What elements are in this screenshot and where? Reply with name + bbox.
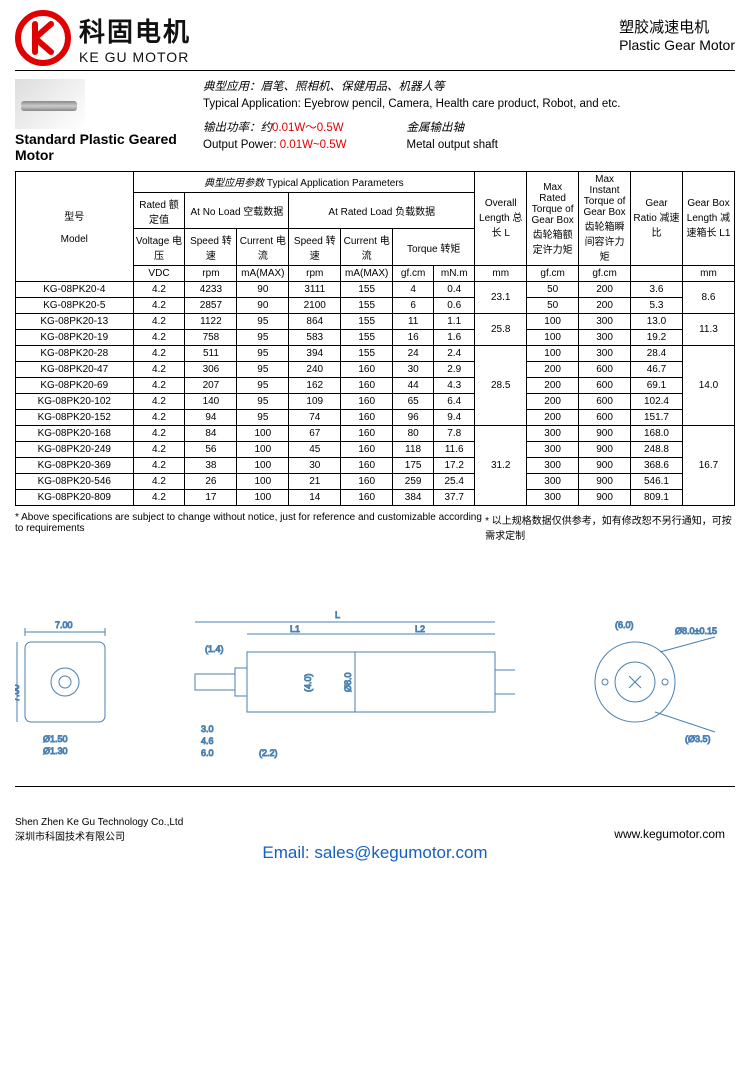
th-model: 型号Model bbox=[16, 172, 134, 282]
application-cn: 典型应用：眉笔、照相机、保健用品、机器人等 bbox=[203, 79, 735, 96]
svg-text:(6.0): (6.0) bbox=[615, 620, 634, 630]
u-gfcm2: gf.cm bbox=[527, 266, 579, 282]
th-ratio: Gear Ratio 减速比 bbox=[631, 172, 683, 266]
table-row: KG-08PK20-194.275895583155161.610030019.… bbox=[16, 330, 735, 346]
svg-text:4.6: 4.6 bbox=[201, 736, 214, 746]
table-row: KG-08PK20-694.220795162160444.320060069.… bbox=[16, 378, 735, 394]
power-cn-val: 0.01W～0.5W bbox=[272, 122, 344, 134]
u-vdc: VDC bbox=[133, 266, 185, 282]
svg-text:L1: L1 bbox=[290, 624, 300, 634]
product-thumb bbox=[15, 79, 85, 129]
th-torque: Torque 转矩 bbox=[393, 229, 475, 266]
brand-en: KE GU MOTOR bbox=[79, 49, 191, 65]
note-cn: * 以上规格数据仅供参考，如有修改恕不另行通知，可按需求定制 bbox=[485, 512, 735, 542]
note-en: * Above specifications are subject to ch… bbox=[15, 512, 485, 542]
table-row: KG-08PK20-2494.2561004516011811.63009002… bbox=[16, 442, 735, 458]
email-link[interactable]: sales@kegumotor.com bbox=[314, 843, 487, 862]
svg-text:7.00: 7.00 bbox=[55, 620, 73, 630]
svg-text:Ø8.0±0.15: Ø8.0±0.15 bbox=[675, 626, 717, 636]
table-row: KG-08PK20-1024.214095109160656.420060010… bbox=[16, 394, 735, 410]
svg-text:L2: L2 bbox=[415, 624, 425, 634]
th-noload: At No Load 空载数据 bbox=[185, 192, 289, 229]
svg-text:L: L bbox=[335, 610, 340, 620]
divider bbox=[15, 70, 735, 71]
svg-text:Ø1.30: Ø1.30 bbox=[43, 746, 68, 756]
shaft-en: Metal output shaft bbox=[407, 137, 498, 154]
divider-bottom bbox=[15, 786, 735, 787]
header: 科固电机 KE GU MOTOR 塑胶减速电机 Plastic Gear Mot… bbox=[15, 10, 735, 66]
u-mm2: mm bbox=[682, 266, 734, 282]
footer: Shen Zhen Ke Gu Technology Co.,Ltd 深圳市科固… bbox=[15, 817, 735, 863]
brand-cn: 科固电机 bbox=[79, 12, 191, 49]
th-gblen: Gear Box Length 减速箱长 L1 bbox=[682, 172, 734, 266]
th-len: Overall Length 总长 L bbox=[475, 172, 527, 266]
table-row: KG-08PK20-474.230695240160302.920060046.… bbox=[16, 362, 735, 378]
th-current: Current 电流 bbox=[237, 229, 289, 266]
th-ratedload: At Rated Load 负载数据 bbox=[289, 192, 475, 229]
u-gfcm: gf.cm bbox=[393, 266, 434, 282]
table-row: KG-08PK20-1684.28410067160807.831.230090… bbox=[16, 426, 735, 442]
power-en-label: Output Power: bbox=[203, 139, 280, 151]
u-gfcm3: gf.cm bbox=[579, 266, 631, 282]
spec-table: 型号Model 典型应用参数 Typical Application Param… bbox=[15, 171, 735, 506]
email-label: Email: bbox=[262, 843, 314, 862]
category-en: Plastic Gear Motor bbox=[619, 37, 735, 53]
u-rpm2: rpm bbox=[289, 266, 341, 282]
svg-text:7.00: 7.00 bbox=[15, 684, 21, 702]
u-ma2: mA(MAX) bbox=[341, 266, 393, 282]
svg-text:(Ø3.5): (Ø3.5) bbox=[685, 734, 711, 744]
u-mm: mm bbox=[475, 266, 527, 282]
svg-text:Ø8.0: Ø8.0 bbox=[343, 672, 353, 692]
website-link[interactable]: www.kegumotor.com bbox=[614, 827, 725, 841]
table-row: KG-08PK20-54.2285790210015560.6502005.3 bbox=[16, 298, 735, 314]
th-current2: Current 电流 bbox=[341, 229, 393, 266]
th-speed2: Speed 转速 bbox=[289, 229, 341, 266]
svg-text:(2.2): (2.2) bbox=[259, 748, 278, 758]
category: 塑胶减速电机 Plastic Gear Motor bbox=[619, 10, 735, 53]
footnote: * Above specifications are subject to ch… bbox=[15, 512, 735, 542]
power-en-val: 0.01W~0.5W bbox=[280, 139, 347, 151]
table-row: KG-08PK20-284.251195394155242.428.510030… bbox=[16, 346, 735, 362]
th-voltage: Voltage 电压 bbox=[133, 229, 185, 266]
table-row: KG-08PK20-8094.2171001416038437.73009008… bbox=[16, 490, 735, 506]
category-cn: 塑胶减速电机 bbox=[619, 16, 735, 37]
svg-text:3.0: 3.0 bbox=[201, 724, 214, 734]
th-speed: Speed 转速 bbox=[185, 229, 237, 266]
application-en: Typical Application: Eyebrow pencil, Cam… bbox=[203, 96, 735, 113]
table-row: KG-08PK20-5464.2261002116025925.43009005… bbox=[16, 474, 735, 490]
u-rpm: rpm bbox=[185, 266, 237, 282]
logo-block: 科固电机 KE GU MOTOR bbox=[15, 10, 191, 66]
th-rated: Rated 额定值 bbox=[133, 192, 185, 229]
th-params: 典型应用参数 Typical Application Parameters bbox=[133, 172, 475, 193]
svg-text:Ø1.50: Ø1.50 bbox=[43, 734, 68, 744]
tech-drawings: 7.00 7.00 Ø1.50 Ø1.30 L L1 L2 (1.4) 3.0 … bbox=[15, 582, 735, 782]
shaft-cn: 金属输出轴 bbox=[407, 120, 498, 137]
u-ma: mA(MAX) bbox=[237, 266, 289, 282]
svg-text:(4.0): (4.0) bbox=[303, 673, 313, 692]
table-row: KG-08PK20-44.2423390311115540.423.150200… bbox=[16, 282, 735, 298]
power-cn-label: 输出功率：约 bbox=[203, 122, 272, 134]
table-row: KG-08PK20-134.2112295864155111.125.81003… bbox=[16, 314, 735, 330]
product-info: Standard Plastic Geared Motor 典型应用：眉笔、照相… bbox=[15, 79, 735, 163]
th-maxrated: Max Rated Torque of Gear Box 齿轮箱额定许力矩 bbox=[527, 172, 579, 266]
table-row: KG-08PK20-1524.2949574160969.4200600151.… bbox=[16, 410, 735, 426]
product-title: Standard Plastic Geared Motor bbox=[15, 131, 185, 163]
svg-text:6.0: 6.0 bbox=[201, 748, 214, 758]
u-mnm: mN.m bbox=[434, 266, 475, 282]
table-row: KG-08PK20-3694.2381003016017517.23009003… bbox=[16, 458, 735, 474]
svg-text:(1.4): (1.4) bbox=[205, 644, 224, 654]
th-maxinst: Max Instant Torque of Gear Box 齿轮箱瞬间容许力矩 bbox=[579, 172, 631, 266]
logo-icon bbox=[15, 10, 71, 66]
